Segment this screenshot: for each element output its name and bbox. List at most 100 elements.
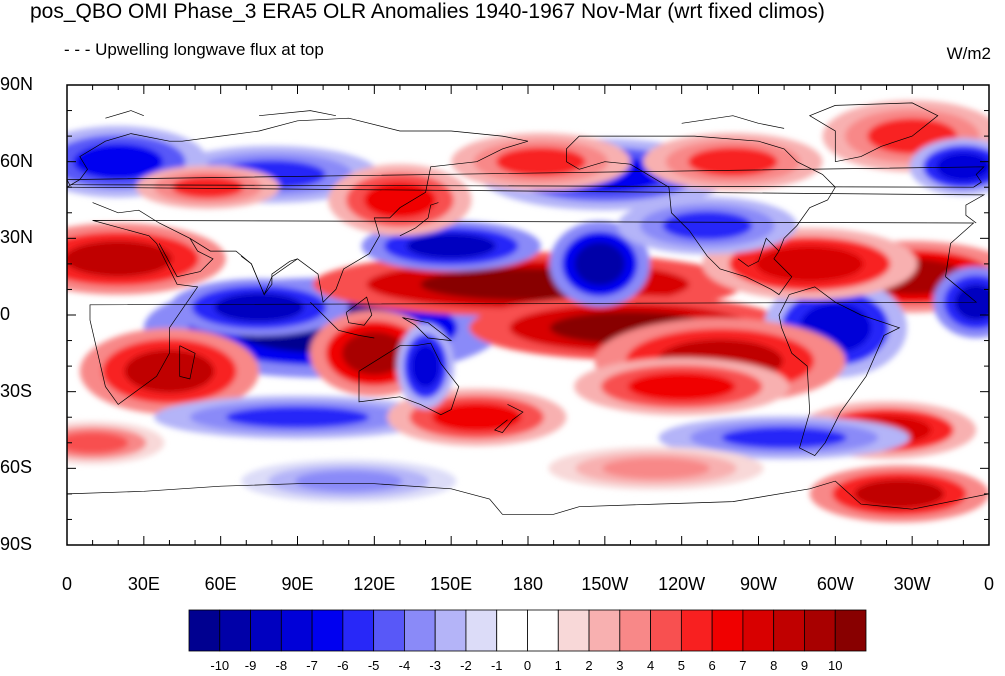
lon-tick-label: 120W xyxy=(658,574,706,594)
colorbar-swatch xyxy=(619,609,651,652)
colorbar-label: 1 xyxy=(555,658,562,673)
anomaly-region xyxy=(67,432,129,454)
anomaly-region xyxy=(431,402,522,432)
lon-tick-label: 0 xyxy=(61,574,73,594)
coastline xyxy=(493,404,524,434)
colorbar-swatch xyxy=(834,609,867,652)
anomaly-region xyxy=(342,331,407,375)
colorbar-label: 5 xyxy=(678,658,685,673)
anomaly-region xyxy=(495,147,586,176)
lon-tick-label: 90E xyxy=(281,574,314,594)
colorbar-label: -1 xyxy=(491,658,503,673)
colorbar-swatch xyxy=(588,609,621,652)
colorbar-swatch xyxy=(342,609,375,652)
colorbar-label: 9 xyxy=(801,658,808,673)
colorbar-swatch xyxy=(742,609,775,652)
colorbar-label: 4 xyxy=(647,658,654,673)
colorbar-swatch xyxy=(496,609,528,652)
anomaly-region xyxy=(411,344,440,388)
coastline xyxy=(67,480,989,515)
colorbar-swatch xyxy=(527,609,559,652)
colorbar-label: 0 xyxy=(524,658,531,673)
coastline xyxy=(105,110,144,119)
anomaly-region xyxy=(364,182,436,218)
coastline xyxy=(67,117,529,188)
lat-tick-label: 30N xyxy=(0,227,34,248)
colorbar-swatch xyxy=(250,609,282,652)
colorbar-swatch xyxy=(373,609,405,652)
colorbar-label: -9 xyxy=(245,658,257,673)
colorbar-swatch xyxy=(434,609,467,652)
anomaly-region xyxy=(574,242,625,286)
colorbar-label: 6 xyxy=(709,658,716,673)
units-label: W/m2 xyxy=(946,44,991,63)
colorbar-swatch xyxy=(650,609,682,652)
coastline xyxy=(778,286,901,457)
colorbar-swatch xyxy=(311,609,344,652)
colorbar: -10 -9 -8 -7 -6 -5 -4 -3 -2 -1 0 1 2 3 4 5 6 7 8 9 10 xyxy=(188,609,867,673)
anomaly-region xyxy=(721,426,847,449)
lon-tick-label: 30E xyxy=(127,574,160,594)
colorbar-label: -10 xyxy=(210,658,229,673)
colorbar-swatch xyxy=(557,609,590,652)
lat-tick-label: 60N xyxy=(0,150,34,171)
lon-tick-label: 0 xyxy=(983,574,995,594)
lat-tick-label: 0 xyxy=(0,304,11,324)
coastline xyxy=(681,115,785,129)
anomaly-region xyxy=(124,349,215,393)
colorbar-swatch xyxy=(280,609,313,652)
colorbar-swatch xyxy=(711,609,744,652)
colorbar-label: 3 xyxy=(616,658,623,673)
colorbar-label: -6 xyxy=(337,658,349,673)
colorbar-swatch xyxy=(188,609,221,652)
coastline xyxy=(399,202,439,237)
anomaly-region xyxy=(406,233,496,259)
colorbar-label: -7 xyxy=(306,658,318,673)
coastline xyxy=(89,220,978,405)
coastline xyxy=(808,102,939,163)
lat-tick-label: 90S xyxy=(0,534,33,554)
colorbar-label: -4 xyxy=(399,658,411,673)
coastlines xyxy=(67,102,989,515)
lon-tick-label: 60E xyxy=(204,574,237,594)
lat-tick-label: 30S xyxy=(0,380,33,401)
coastline xyxy=(345,296,373,326)
anomaly-region xyxy=(172,176,244,198)
anomaly-region xyxy=(225,406,370,428)
coastline xyxy=(310,301,375,339)
coastline xyxy=(737,237,780,267)
colorbar-swatch xyxy=(804,609,836,652)
anomaly-region xyxy=(627,372,736,401)
figure-title: pos_QBO OMI Phase_3 ERA5 OLR Anomalies 1… xyxy=(30,0,825,23)
coastline xyxy=(259,110,336,117)
lat-tick-label: 60S xyxy=(0,457,33,478)
figure-subtitle: - - - Upwelling longwave flux at top xyxy=(64,40,324,59)
colorbar-swatch xyxy=(773,609,805,652)
colorbar-label: -8 xyxy=(276,658,288,673)
colorbar-swatch xyxy=(404,609,436,652)
lon-tick-label: 150W xyxy=(581,574,629,594)
colorbar-label: 7 xyxy=(739,658,746,673)
anomaly-region xyxy=(602,457,710,480)
colorbar-label: -2 xyxy=(460,658,472,673)
lon-tick-label: 90W xyxy=(739,574,778,594)
coastline xyxy=(240,255,298,296)
colorbar-label: 8 xyxy=(770,658,777,673)
anomaly-region xyxy=(755,246,864,282)
colorbar-swatch xyxy=(680,609,713,652)
coastline xyxy=(179,345,196,380)
anomaly-region xyxy=(214,293,304,322)
colorbar-label: 10 xyxy=(828,658,842,673)
lon-tick-label: 180 xyxy=(512,574,544,594)
coastline xyxy=(158,238,214,278)
anomaly-region xyxy=(662,211,753,240)
colorbar-swatch xyxy=(219,609,251,652)
coastline xyxy=(358,342,460,416)
colorbar-label: -5 xyxy=(368,658,380,673)
coastline xyxy=(67,186,986,224)
map-frame xyxy=(66,84,990,546)
anomaly-region xyxy=(294,470,403,492)
lat-tick-label: 90N xyxy=(0,74,34,94)
anomaly-region xyxy=(67,240,172,277)
lon-tick-label: 30W xyxy=(893,574,931,594)
